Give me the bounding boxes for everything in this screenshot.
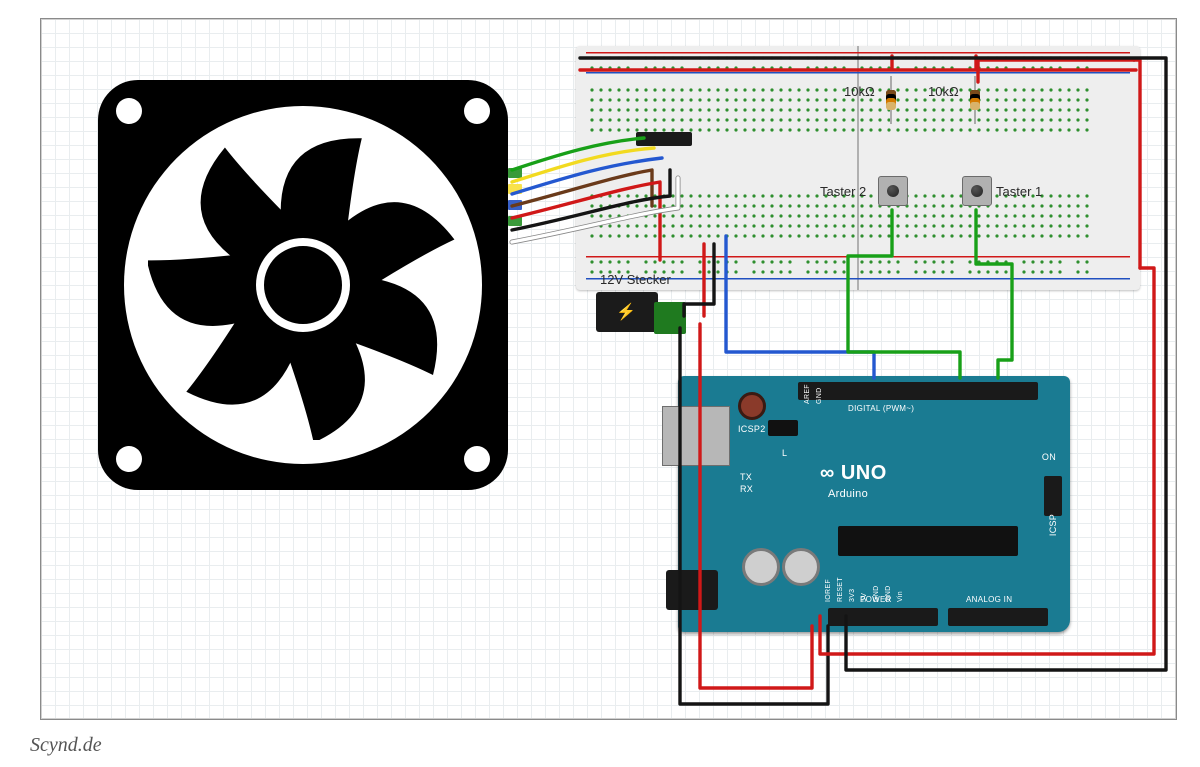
barrel-jack	[666, 570, 718, 610]
header-power	[828, 608, 938, 626]
fan	[98, 80, 508, 490]
header-digital	[798, 382, 1038, 400]
arduino-uno: ∞ UNO Arduino ICSP2 L TX RX ON ICSP DIGI…	[678, 376, 1070, 632]
breadboard	[576, 46, 1140, 290]
credit-watermark: Scynd.de	[30, 734, 102, 757]
breadboard-holes	[576, 46, 1140, 290]
uno-logo-icon: ∞ UNO	[820, 462, 887, 485]
usb-port	[662, 406, 730, 466]
header-analog	[948, 608, 1048, 626]
button-label-1: Taster 1	[996, 184, 1042, 199]
brand-label: Arduino	[828, 488, 868, 500]
lightning-icon: ⚡	[616, 302, 636, 322]
power-jack-label: 12V Stecker	[600, 272, 671, 287]
button-label-2: Taster 2	[820, 184, 866, 199]
header-icsp	[1044, 476, 1062, 516]
push-button-2[interactable]	[878, 176, 908, 206]
reset-button[interactable]	[738, 392, 766, 420]
atmega-chip	[838, 526, 1018, 556]
push-button-1[interactable]	[962, 176, 992, 206]
resistor-label-2: 10kΩ	[928, 84, 959, 99]
icsp2-header	[768, 420, 798, 436]
resistor-label-1: 10kΩ	[844, 84, 875, 99]
resistor-10k-1	[888, 76, 894, 124]
power-jack-12v: ⚡	[596, 286, 686, 342]
resistor-10k-2	[972, 76, 978, 124]
